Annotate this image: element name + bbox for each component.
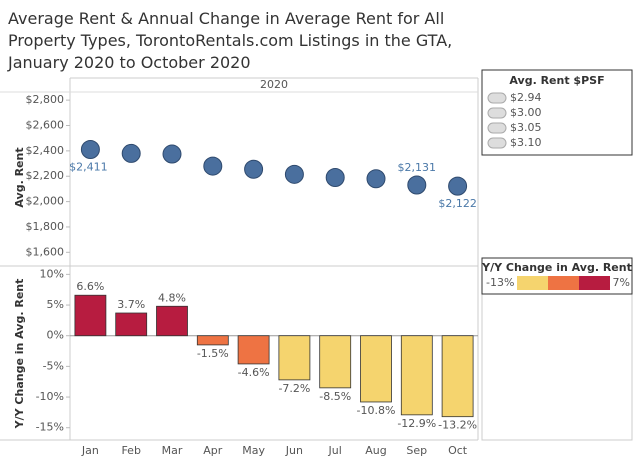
- value-label: -4.6%: [238, 366, 270, 379]
- value-label: $2,131: [398, 161, 437, 174]
- dot: [366, 169, 386, 189]
- legend-swatch: [579, 276, 610, 290]
- dot: [162, 144, 182, 164]
- value-label: -10.8%: [357, 404, 396, 417]
- y-tick-label: $1,600: [26, 245, 65, 258]
- bar: [278, 335, 311, 381]
- y-tick-label: -10%: [36, 390, 64, 403]
- y-tick-label: $2,800: [26, 93, 65, 106]
- y-tick-label: 0%: [47, 329, 64, 342]
- x-tick-label: Feb: [121, 444, 140, 457]
- bar: [319, 335, 352, 389]
- bar: [156, 305, 188, 337]
- x-tick-label: Jun: [285, 444, 303, 457]
- legend-swatch: [487, 137, 507, 149]
- value-label: -1.5%: [197, 347, 229, 360]
- value-label: $2,411: [69, 160, 108, 173]
- x-tick-label: Apr: [203, 444, 223, 457]
- x-tick-label: May: [242, 444, 265, 457]
- dot: [244, 159, 264, 179]
- legend-swatch: [548, 276, 579, 290]
- legend-swatch: [487, 107, 507, 119]
- legend-swatch: [517, 276, 548, 290]
- dot: [407, 175, 427, 195]
- x-tick-label: Mar: [162, 444, 183, 457]
- dot: [284, 164, 304, 184]
- x-tick-label: Aug: [365, 444, 386, 457]
- y-tick-label: $2,400: [26, 144, 65, 157]
- y-tick-label: -5%: [43, 359, 64, 372]
- x-tick-label: Oct: [448, 444, 468, 457]
- legend-label: 7%: [613, 276, 630, 289]
- dot: [80, 139, 100, 159]
- legend-box: [481, 69, 633, 156]
- y-tick-label: $2,200: [26, 169, 65, 182]
- y-tick-label: -15%: [36, 421, 64, 434]
- dot: [325, 168, 345, 187]
- value-label: $2,122: [438, 197, 477, 210]
- dot: [203, 156, 223, 176]
- y-tick-label: $2,000: [26, 195, 65, 208]
- x-tick-label: Jan: [81, 444, 99, 457]
- y-tick-label: $2,600: [26, 119, 65, 132]
- legend-label: $2.94: [510, 91, 542, 104]
- x-tick-label: Sep: [406, 444, 427, 457]
- y-tick-label: 10%: [40, 267, 64, 280]
- legend-swatch: [487, 122, 507, 134]
- bar: [74, 294, 107, 337]
- dot: [448, 176, 468, 196]
- bar: [441, 335, 474, 418]
- bar: [237, 335, 270, 365]
- chart-title: Average Rent & Annual Change in Average …: [8, 9, 453, 72]
- legend-label: $3.05: [510, 121, 542, 134]
- bar: [360, 335, 392, 403]
- legend-label: $3.00: [510, 106, 542, 119]
- column-header: 2020: [260, 78, 288, 91]
- legend-swatch: [487, 92, 507, 104]
- y-axis-label: Y/Y Change in Avg. Rent: [13, 279, 26, 430]
- value-label: 3.7%: [117, 298, 145, 311]
- value-label: 4.8%: [158, 291, 186, 304]
- y-tick-label: 5%: [47, 298, 64, 311]
- value-label: -12.9%: [397, 417, 436, 430]
- bar: [196, 335, 229, 346]
- y-axis-label: Avg. Rent: [13, 147, 26, 207]
- legend-title: Avg. Rent $PSF: [509, 74, 604, 87]
- value-label: -8.5%: [319, 390, 351, 403]
- value-label: 6.6%: [76, 280, 104, 293]
- legend-label: $3.10: [510, 136, 542, 149]
- bar: [400, 335, 433, 416]
- legend-title: Y/Y Change in Avg. Rent: [481, 261, 632, 274]
- legend-label: -13%: [486, 276, 514, 289]
- value-label: -13.2%: [438, 419, 477, 432]
- x-tick-label: Jul: [328, 444, 342, 457]
- bar: [115, 312, 148, 337]
- value-label: -7.2%: [278, 382, 310, 395]
- dot: [121, 143, 141, 163]
- y-tick-label: $1,800: [26, 220, 65, 233]
